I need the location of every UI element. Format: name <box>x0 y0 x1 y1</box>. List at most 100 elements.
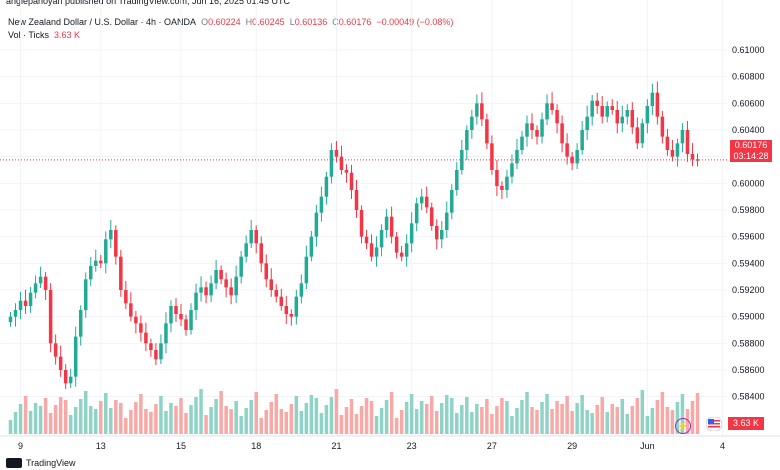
lightning-icon[interactable]: ⚡ <box>675 418 691 434</box>
volume-bar <box>334 389 339 434</box>
tradingview-logo[interactable]: TradingView <box>6 458 76 468</box>
candle-body <box>394 236 399 253</box>
candle-body <box>314 212 319 237</box>
price-tick-label: 0.60600 <box>732 98 765 108</box>
open-label: O <box>201 17 209 27</box>
volume-bar <box>63 400 68 434</box>
candle-body <box>229 287 233 296</box>
volume-bar <box>104 393 108 434</box>
candle-body <box>149 343 153 350</box>
price-tick-label: 0.59400 <box>732 258 765 268</box>
candle-body <box>570 156 574 164</box>
volume-label[interactable]: Vol · Ticks <box>8 30 50 40</box>
candle-body <box>485 119 489 144</box>
candle-body <box>590 100 594 117</box>
volume-bar <box>495 406 499 434</box>
price-tick-label: 0.59600 <box>732 232 765 242</box>
volume-bar <box>525 392 529 434</box>
volume-bar <box>364 398 369 434</box>
price-tick-label: 0.60000 <box>732 178 765 188</box>
candle-body <box>234 276 238 296</box>
tradingview-logo-icon <box>6 458 22 468</box>
volume-bar <box>294 396 299 434</box>
candle-body <box>450 190 454 213</box>
candle-body <box>419 196 424 204</box>
candle-body <box>259 243 263 264</box>
volume-bar <box>675 402 680 434</box>
volume-bar <box>99 401 103 434</box>
candle-body <box>520 136 524 150</box>
volume-bar <box>389 392 394 434</box>
candle-body <box>169 306 173 324</box>
candle-body <box>399 252 404 257</box>
time-tick-label: 23 <box>407 441 417 451</box>
volume-bar <box>299 411 304 434</box>
volume-bar <box>78 399 83 434</box>
volume-bar <box>545 394 549 434</box>
volume-bar <box>284 412 289 434</box>
volume-bar <box>83 391 88 434</box>
price-tick-label: 0.59200 <box>732 285 765 295</box>
candle-body <box>630 110 635 128</box>
candle-body <box>174 306 178 314</box>
volume-bar <box>28 411 33 434</box>
candle-body <box>269 279 274 290</box>
candle-body <box>675 143 680 157</box>
volume-bar <box>475 404 479 434</box>
candle-body <box>565 143 569 157</box>
candle-body <box>284 306 289 314</box>
volume-bar <box>209 407 213 434</box>
candle-body <box>199 287 203 293</box>
volume-bar <box>23 396 28 434</box>
close-value: 0.60176 <box>338 17 372 27</box>
volume-bar <box>379 408 384 434</box>
volume-bar <box>455 413 459 434</box>
price-tick-label: 0.60800 <box>732 72 765 82</box>
symbol-title[interactable]: New Zealand Dollar / U.S. Dollar · 4h · … <box>8 17 197 27</box>
volume-bar <box>470 412 474 434</box>
volume-bar <box>429 396 434 434</box>
candle-body <box>369 243 374 257</box>
high-value: 0.60245 <box>252 17 285 27</box>
high-label: H <box>245 17 253 27</box>
volume-bar <box>690 401 695 434</box>
volume-bar <box>309 395 314 434</box>
price-tick-label: 0.61000 <box>732 45 765 55</box>
volume-bar <box>595 405 599 434</box>
volume-bar <box>164 411 168 434</box>
candle-body <box>525 123 529 137</box>
volume-bar <box>264 410 269 434</box>
volume-bar <box>640 390 645 434</box>
time-tick-label: 21 <box>331 441 341 451</box>
candle-body <box>505 176 509 190</box>
low-label: L <box>289 17 295 27</box>
volume-bar <box>8 420 13 434</box>
volume-bar <box>279 409 284 434</box>
candle-body <box>490 143 494 170</box>
candle-body <box>670 150 675 157</box>
candle-body <box>63 370 68 384</box>
volume-bar <box>349 399 354 434</box>
candle-body <box>374 247 379 257</box>
volume-bar <box>119 403 123 434</box>
current-price-text: 0.60176 <box>734 140 768 150</box>
price-tick-label: 0.60400 <box>732 125 765 135</box>
candle-body <box>164 323 168 344</box>
volume-bar <box>93 409 98 434</box>
volume-bar <box>58 397 63 434</box>
volume-bar <box>419 401 424 434</box>
volume-bar <box>535 410 539 434</box>
volume-bar <box>404 402 409 434</box>
candle-body <box>189 310 193 330</box>
volume-value: 3.63 K <box>54 30 81 40</box>
volume-bar <box>610 404 615 434</box>
volume-bar <box>630 406 635 434</box>
candle-body <box>139 323 143 333</box>
candle-body <box>219 270 223 280</box>
time-tick-label: 29 <box>567 441 577 451</box>
us-flag-icon <box>706 417 722 431</box>
low-value: 0.60136 <box>294 17 328 27</box>
volume-bar <box>590 413 594 434</box>
volume-bar <box>490 414 494 434</box>
